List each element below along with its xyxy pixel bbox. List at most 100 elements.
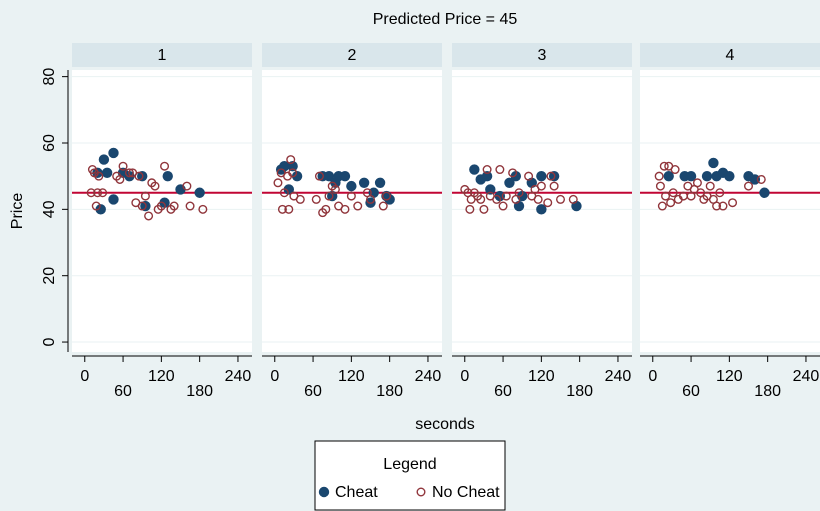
point (659, 161, 669, 171)
point (508, 168, 518, 178)
point (759, 187, 770, 198)
point (169, 201, 179, 211)
point (504, 177, 515, 189)
point (339, 170, 351, 182)
point (91, 201, 101, 211)
y-tick-label: 60 (41, 134, 58, 152)
point (495, 165, 505, 175)
x-tick-label: 0 (270, 368, 279, 385)
point (715, 188, 725, 198)
point (374, 177, 386, 189)
panel-header (262, 43, 442, 67)
panel-header (452, 43, 632, 67)
x-tick-label: 60 (682, 383, 700, 400)
point (744, 181, 754, 191)
point (330, 184, 340, 194)
x-tick-label: 0 (648, 368, 657, 385)
point (182, 181, 192, 191)
point (749, 174, 761, 185)
y-axis-label: Price (9, 193, 26, 230)
x-tick-label: 180 (186, 383, 213, 400)
legend-title: Legend (383, 456, 436, 473)
point (198, 204, 208, 214)
point (524, 171, 534, 181)
point (277, 204, 287, 214)
point (712, 201, 722, 211)
point (273, 178, 283, 188)
x-tick-label: 0 (460, 368, 469, 385)
point (288, 168, 298, 178)
point (185, 201, 195, 211)
point (718, 201, 728, 211)
point (724, 170, 735, 182)
point (93, 188, 103, 198)
legend-label: No Cheat (432, 484, 500, 501)
point (160, 161, 170, 171)
point (324, 191, 334, 201)
point (162, 170, 173, 182)
point (340, 204, 350, 214)
point (465, 204, 475, 214)
point (115, 174, 125, 184)
point (314, 171, 324, 181)
point (124, 168, 134, 178)
point (756, 174, 766, 184)
legend-marker (416, 487, 426, 497)
x-tick-label: 240 (225, 368, 252, 385)
point (118, 161, 128, 171)
point (378, 201, 388, 211)
point (353, 201, 363, 211)
point (661, 191, 671, 201)
point (546, 171, 556, 181)
point (101, 167, 113, 179)
point (536, 170, 547, 182)
point (321, 204, 331, 214)
x-tick-label: 240 (793, 368, 820, 385)
panel-title: 1 (158, 47, 167, 64)
point (156, 201, 166, 211)
chart-title: Predicted Price = 45 (373, 11, 518, 28)
point (108, 194, 119, 205)
x-tick-label: 60 (304, 383, 322, 400)
point (194, 187, 205, 198)
point (533, 194, 543, 204)
point (134, 171, 144, 181)
point (692, 178, 702, 188)
point (279, 188, 289, 198)
point (140, 191, 150, 201)
point (536, 181, 546, 191)
y-tick-label: 80 (41, 68, 58, 86)
legend-label: Cheat (335, 484, 378, 501)
point (98, 154, 110, 165)
point (657, 201, 667, 211)
point (708, 157, 719, 169)
legend-marker (318, 486, 330, 498)
point (670, 165, 680, 175)
y-tick-label: 40 (41, 200, 58, 218)
point (666, 198, 676, 208)
point (485, 184, 496, 195)
point (479, 204, 489, 214)
point (685, 170, 697, 182)
x-axis-label: seconds (415, 416, 475, 433)
point (94, 171, 104, 181)
point (556, 194, 566, 204)
panel-header (72, 43, 252, 67)
point (705, 181, 715, 191)
x-tick-label: 120 (716, 368, 743, 385)
point (501, 191, 511, 201)
plot-area (640, 70, 820, 352)
point (381, 191, 391, 201)
point (295, 194, 305, 204)
x-tick-label: 240 (415, 368, 442, 385)
point (366, 194, 376, 204)
panel-header (640, 43, 820, 67)
point (701, 170, 713, 182)
y-tick-label: 0 (41, 338, 58, 347)
point (469, 164, 480, 175)
x-tick-label: 180 (754, 383, 781, 400)
panel-title: 2 (348, 47, 357, 64)
point (98, 188, 108, 198)
point (668, 188, 678, 198)
